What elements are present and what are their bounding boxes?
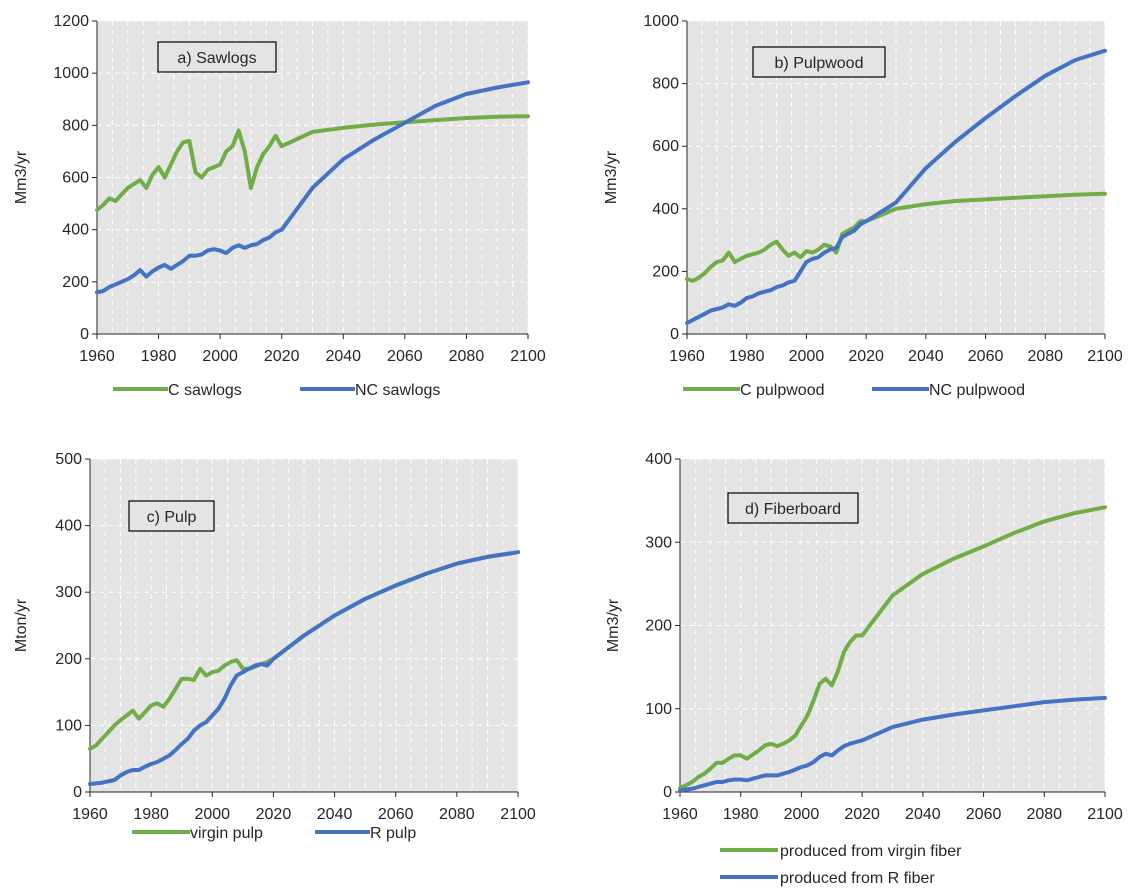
panel-title-box xyxy=(128,500,215,532)
x-tick-label: 1980 xyxy=(723,806,759,823)
y-tick-label: 400 xyxy=(645,451,672,468)
y-tick-label: 500 xyxy=(55,451,82,468)
panel-title-box xyxy=(752,46,886,78)
x-tick-label: 1960 xyxy=(669,348,705,365)
y-tick-label: 600 xyxy=(652,138,679,155)
x-tick-label: 2040 xyxy=(905,806,941,823)
legend-label: virgin pulp xyxy=(190,825,263,842)
chart-panel-4: 0 100 200 300 400 1960 1980 2000 2020 2040 2060 208… xyxy=(605,451,1123,887)
y-tick-label: 600 xyxy=(62,170,89,187)
y-tick-label: 0 xyxy=(73,784,82,801)
legend-label: NC pulpwood xyxy=(929,382,1025,399)
x-tick-label: 2000 xyxy=(789,348,825,365)
y-tick-label: 100 xyxy=(55,717,82,734)
y-axis-label: Mm3/yr xyxy=(605,598,622,652)
series-line-produced-from-r-fiber xyxy=(678,695,1107,793)
x-tick-label: 2060 xyxy=(966,806,1002,823)
series-line-r-pulp xyxy=(88,550,520,786)
x-tick-label: 2020 xyxy=(848,348,884,365)
series-line-c-pulpwood xyxy=(685,191,1107,283)
x-tick-label: 2060 xyxy=(968,348,1004,365)
x-tick-label: 2100 xyxy=(500,806,536,823)
x-tick-label: 2000 xyxy=(784,806,820,823)
chart-panel-2: 0 200 400 600 800 1000 1960 1980 2000 2020 2040 206… xyxy=(603,13,1123,399)
panel-title: a) Sawlogs xyxy=(177,50,256,67)
y-tick-label: 400 xyxy=(62,222,89,239)
y-tick-label: 0 xyxy=(80,326,89,343)
series-line-nc-pulpwood xyxy=(685,48,1107,325)
panel-title: c) Pulp xyxy=(147,509,197,526)
x-tick-label: 2040 xyxy=(908,348,944,365)
y-tick-label: 200 xyxy=(645,618,672,635)
x-tick-label: 2000 xyxy=(194,806,230,823)
legend-label: C sawlogs xyxy=(168,382,242,399)
x-tick-label: 2060 xyxy=(387,348,423,365)
y-axis-label: Mm3/yr xyxy=(13,150,30,204)
x-tick-label: 1960 xyxy=(79,348,115,365)
y-tick-label: 400 xyxy=(652,201,679,218)
chart-panel-3: 0 100 200 300 400 500 1960 1980 2000 2020 2040 2060… xyxy=(13,451,536,842)
y-tick-label: 0 xyxy=(670,326,679,343)
chart-panel-1: 0 200 400 600 800 1000 1200 1960 1980 2000 2020 204… xyxy=(13,13,546,399)
y-tick-label: 800 xyxy=(62,117,89,134)
series-line-c-sawlogs xyxy=(95,114,530,213)
legend-label: produced from R fiber xyxy=(780,870,935,887)
y-tick-label: 1200 xyxy=(53,13,89,30)
x-tick-label: 2060 xyxy=(378,806,414,823)
x-tick-label: 2020 xyxy=(844,806,880,823)
x-tick-label: 2100 xyxy=(510,348,546,365)
y-tick-label: 800 xyxy=(652,76,679,93)
legend-label: C pulpwood xyxy=(740,382,825,399)
x-tick-label: 1960 xyxy=(72,806,108,823)
x-tick-label: 2020 xyxy=(256,806,292,823)
x-tick-label: 2040 xyxy=(325,348,361,365)
y-tick-label: 200 xyxy=(62,274,89,291)
panel-title: b) Pulpwood xyxy=(775,55,864,72)
y-tick-label: 400 xyxy=(55,518,82,535)
series-line-nc-sawlogs xyxy=(95,80,530,295)
x-tick-label: 1980 xyxy=(133,806,169,823)
x-tick-label: 1960 xyxy=(662,806,698,823)
x-tick-label: 2100 xyxy=(1087,348,1123,365)
y-tick-label: 0 xyxy=(663,784,672,801)
y-axis-label: Mton/yr xyxy=(13,598,30,652)
y-tick-label: 200 xyxy=(55,651,82,668)
y-tick-label: 1000 xyxy=(643,13,679,30)
x-tick-label: 1980 xyxy=(141,348,177,365)
x-tick-label: 1980 xyxy=(729,348,765,365)
panel-title-box xyxy=(157,41,277,73)
legend-label: NC sawlogs xyxy=(355,382,440,399)
y-tick-label: 1000 xyxy=(53,65,89,82)
x-tick-label: 2080 xyxy=(1027,348,1063,365)
legend-label: R pulp xyxy=(370,825,416,842)
panel-title: d) Fiberboard xyxy=(745,501,841,518)
legend-label: produced from virgin fiber xyxy=(780,843,962,860)
x-tick-label: 2000 xyxy=(202,348,238,365)
x-tick-label: 2100 xyxy=(1087,806,1123,823)
x-tick-label: 2080 xyxy=(449,348,485,365)
y-tick-label: 300 xyxy=(645,534,672,551)
y-tick-label: 200 xyxy=(652,263,679,280)
x-tick-label: 2020 xyxy=(264,348,300,365)
y-tick-label: 300 xyxy=(55,584,82,601)
x-tick-label: 2040 xyxy=(317,806,353,823)
x-tick-label: 2080 xyxy=(439,806,475,823)
x-tick-label: 2080 xyxy=(1026,806,1062,823)
y-tick-label: 100 xyxy=(645,701,672,718)
y-axis-label: Mm3/yr xyxy=(603,150,620,204)
series-line-produced-from-virgin-fiber xyxy=(678,505,1107,790)
panel-title-box xyxy=(727,492,859,524)
